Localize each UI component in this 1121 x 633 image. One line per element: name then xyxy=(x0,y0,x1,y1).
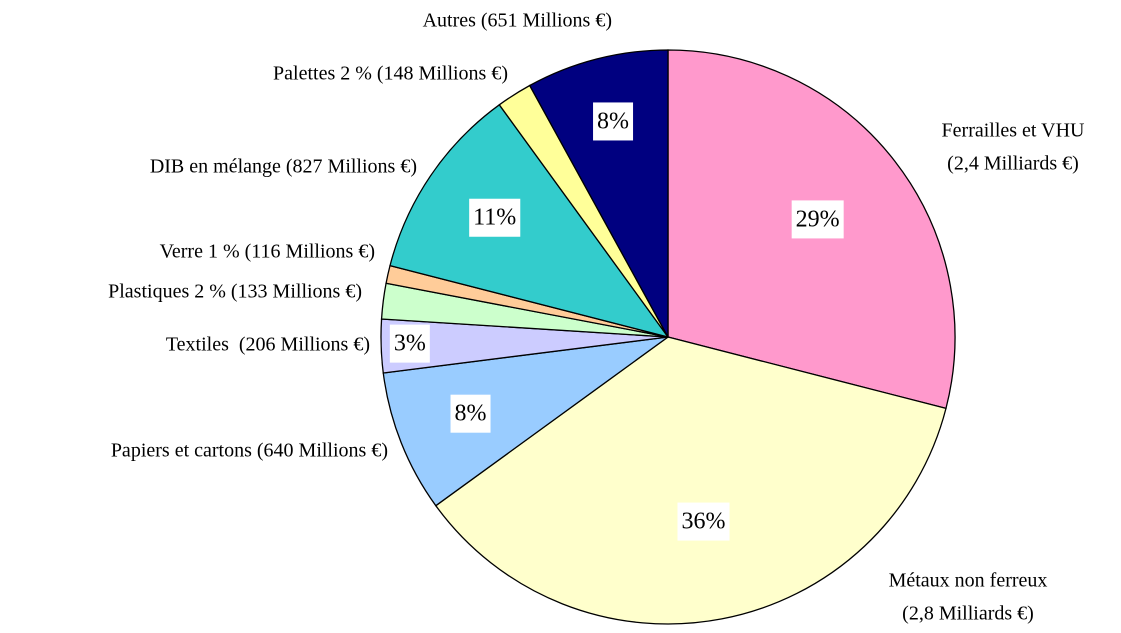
pie-slice xyxy=(389,103,670,339)
category-label: Papiers et cartons (640 Millions €) xyxy=(111,440,388,462)
value-label-box xyxy=(450,394,491,433)
pie-slice xyxy=(382,336,669,507)
pie-slice xyxy=(528,49,669,338)
category-label: Plastiques 2 % (133 Millions €) xyxy=(108,281,362,303)
pie-slice xyxy=(434,336,947,625)
category-label: (2,8 Milliards €) xyxy=(902,603,1034,625)
category-label: Métaux non ferreux xyxy=(889,570,1048,592)
category-label: DIB en mélange (827 Millions €) xyxy=(150,156,417,178)
category-label: Textiles (206 Millions €) xyxy=(166,334,370,356)
value-label: 8% xyxy=(597,108,629,134)
value-label: 11% xyxy=(473,205,516,231)
value-label: 3% xyxy=(394,331,426,357)
category-label: Verre 1 % (116 Millions €) xyxy=(160,241,375,263)
value-label: 36% xyxy=(681,509,725,535)
category-label: Autres (651 Millions €) xyxy=(423,10,612,32)
value-label-box xyxy=(469,198,521,237)
category-label: Ferrailles et VHU xyxy=(942,120,1085,142)
value-label: 8% xyxy=(455,401,487,427)
category-label: (2,4 Milliards €) xyxy=(947,153,1079,175)
value-label-box xyxy=(389,324,430,363)
value-label-box xyxy=(677,502,730,541)
value-label-box xyxy=(593,102,634,141)
value-label: 29% xyxy=(796,206,840,232)
category-label: Palettes 2 % (148 Millions €) xyxy=(273,63,508,85)
value-label-box xyxy=(791,200,844,239)
